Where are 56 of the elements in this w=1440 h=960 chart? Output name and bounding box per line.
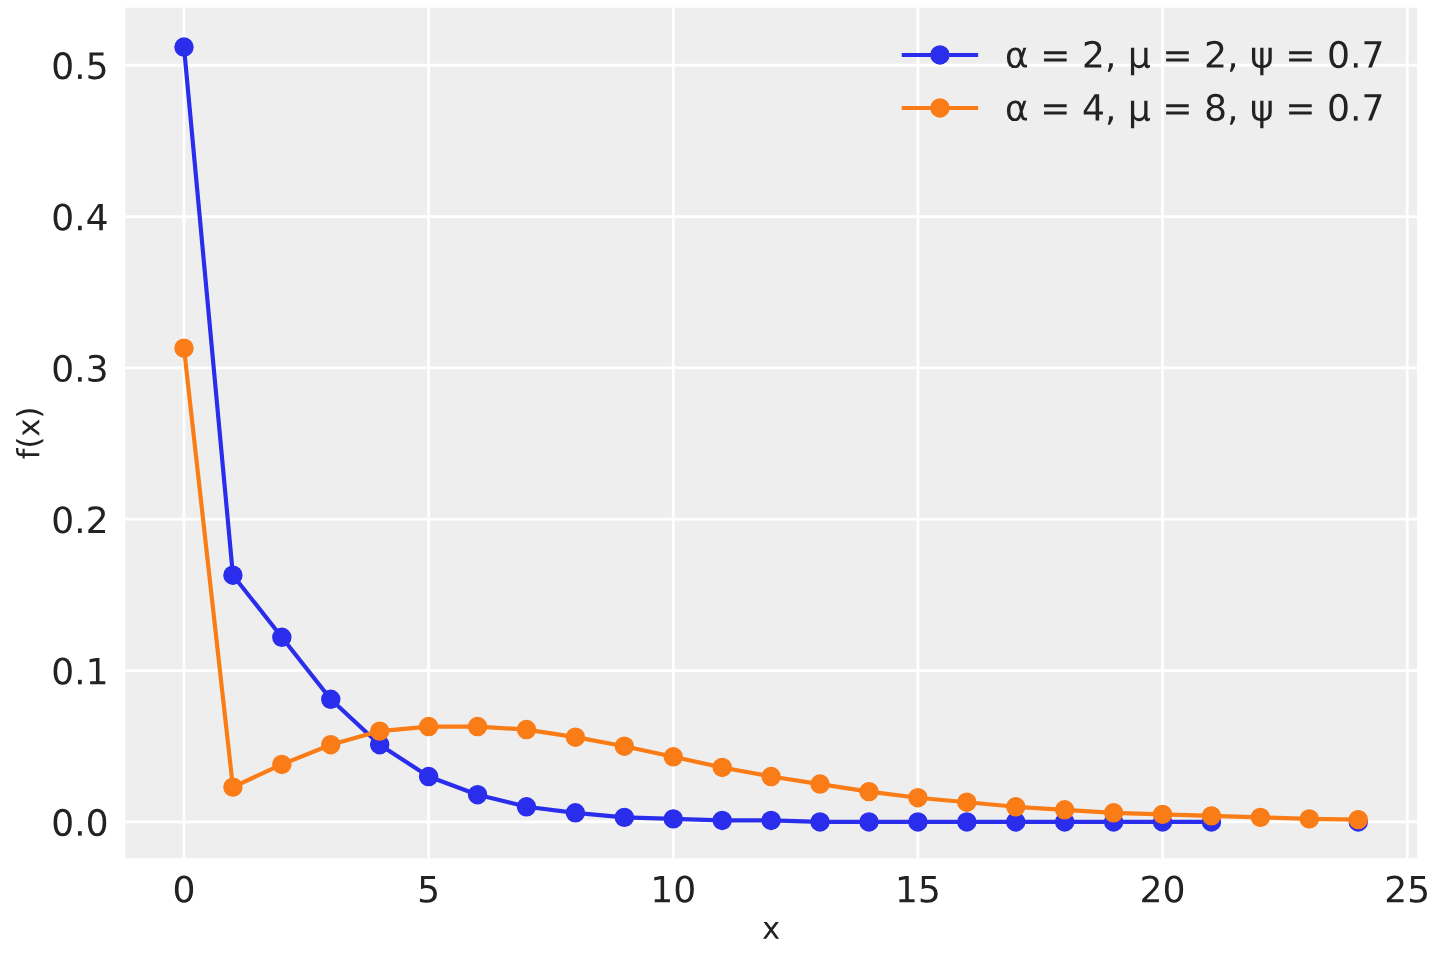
point [565,803,586,823]
point [1006,797,1026,817]
point [1152,804,1173,825]
point [663,809,683,829]
point [614,807,635,828]
x-tick-label: 5 [419,876,437,903]
legend-label: α = 2, μ = 2, ψ = 0.7 [1006,40,1382,76]
point [418,716,439,737]
y-tick-label: 0.2 [53,506,105,534]
point [516,719,537,740]
y-tick-label: 0.5 [53,52,106,80]
x-tick-label: 0 [174,875,194,903]
point [810,812,830,832]
point [516,797,537,817]
point [1054,800,1075,820]
point [712,757,732,778]
y-axis-title: f(x) [16,409,44,459]
point [614,736,635,756]
point [1299,809,1320,829]
y-tick-label: 0.3 [53,354,106,383]
x-tick-label: 20 [1142,875,1184,903]
point [174,37,194,57]
point [908,812,928,832]
point [859,781,879,802]
point [174,338,194,358]
point [908,787,928,808]
point [810,774,830,794]
x-axis-title: x [762,921,780,939]
point [321,689,341,710]
point [957,812,977,832]
point [712,810,732,831]
point [272,627,292,647]
point [467,716,488,737]
point [1103,803,1124,823]
point [223,777,243,797]
point [761,766,781,787]
point [467,784,488,805]
y-tick-label: 0.0 [53,808,107,837]
x-tick-label: 15 [898,876,938,903]
point [418,766,439,787]
y-tick-label: 0.1 [53,657,106,685]
point [859,812,879,832]
x-tick-label: 10 [654,875,694,903]
point [761,810,781,831]
point [1250,807,1271,828]
point [1201,806,1222,826]
point [663,747,683,767]
x-tick-label: 25 [1386,875,1427,903]
point [321,735,341,755]
point [369,721,390,741]
legend-label: α = 4, μ = 8, ψ = 0.7 [1006,93,1382,129]
point [272,754,292,775]
y-tick-label: 0.4 [53,203,107,231]
point [565,727,586,747]
point [223,565,243,585]
point [957,792,977,812]
